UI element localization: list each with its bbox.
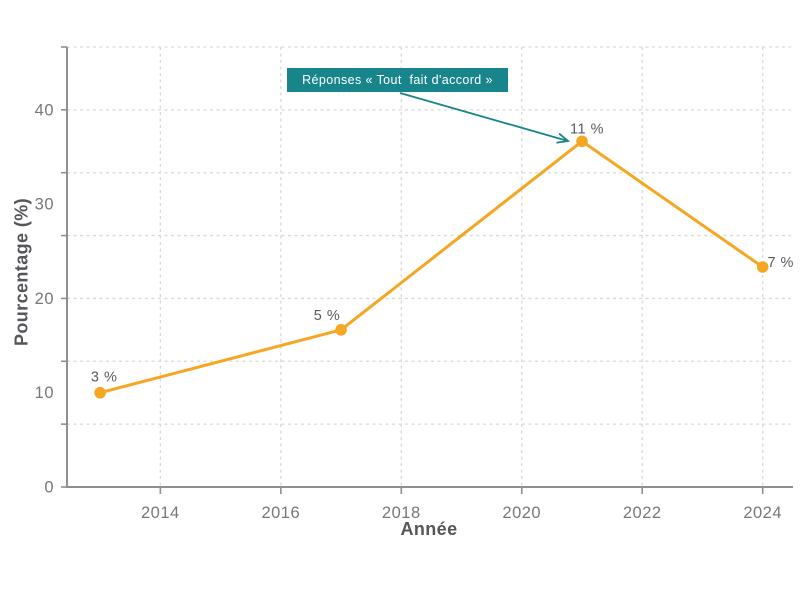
data-point-label: 11 %	[570, 121, 604, 137]
y-tick-label: 10	[35, 384, 54, 402]
data-point-label: 7 %	[767, 255, 794, 271]
x-tick-label: 2018	[382, 504, 421, 522]
data-point	[576, 135, 588, 148]
x-tick-label: 2014	[141, 504, 180, 522]
y-tick-label: 0	[44, 479, 54, 497]
x-tick-label: 2016	[261, 504, 300, 522]
annotation-arrow-head	[556, 133, 571, 144]
y-axis-title: Pourcentage (%)	[11, 197, 32, 347]
data-point	[335, 324, 347, 336]
data-line	[98, 139, 765, 395]
data-point	[756, 261, 769, 273]
annotation-arrow-line	[399, 92, 567, 142]
data-point	[94, 386, 106, 399]
y-tick-label: 40	[35, 101, 54, 119]
x-tick-label: 2022	[623, 504, 662, 522]
annotation-box: Réponses « Tout fait d'accord »	[287, 68, 508, 92]
x-tick-label: 2024	[743, 504, 782, 522]
data-point-label: 3 %	[91, 370, 118, 386]
data-point-label: 5 %	[314, 308, 341, 324]
y-tick-label: 30	[35, 196, 54, 214]
x-tick-label: 2020	[502, 504, 541, 522]
y-tick-label: 20	[35, 290, 54, 308]
x-axis-title: Année	[400, 519, 458, 539]
